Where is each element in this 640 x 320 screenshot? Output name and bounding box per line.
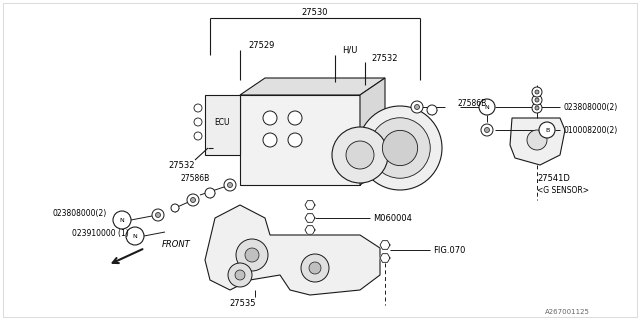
Text: 023808000(2): 023808000(2): [53, 209, 107, 218]
Polygon shape: [205, 95, 240, 155]
Text: A267001125: A267001125: [545, 309, 590, 315]
Circle shape: [288, 111, 302, 125]
Circle shape: [484, 127, 490, 132]
Text: 27586B: 27586B: [457, 99, 486, 108]
Text: N: N: [132, 234, 138, 238]
Text: 023910000 (1): 023910000 (1): [72, 228, 129, 237]
Circle shape: [358, 106, 442, 190]
Circle shape: [245, 248, 259, 262]
Circle shape: [194, 104, 202, 112]
Text: 27530: 27530: [301, 7, 328, 17]
Circle shape: [235, 270, 245, 280]
Circle shape: [263, 111, 277, 125]
Polygon shape: [240, 78, 385, 95]
Polygon shape: [305, 201, 315, 209]
Polygon shape: [510, 118, 565, 165]
Text: 27529: 27529: [249, 41, 275, 50]
Circle shape: [532, 95, 542, 105]
Text: 010008200(2): 010008200(2): [563, 125, 617, 134]
Circle shape: [479, 99, 495, 115]
Text: N: N: [484, 105, 490, 109]
Text: ECU: ECU: [214, 117, 230, 126]
Circle shape: [126, 227, 144, 245]
Circle shape: [113, 211, 131, 229]
Text: M060004: M060004: [373, 213, 412, 222]
Circle shape: [535, 90, 539, 94]
Circle shape: [481, 124, 493, 136]
Polygon shape: [380, 241, 390, 249]
Circle shape: [224, 179, 236, 191]
Circle shape: [535, 106, 539, 110]
Polygon shape: [360, 78, 385, 185]
Polygon shape: [240, 95, 360, 185]
Circle shape: [152, 209, 164, 221]
Text: H/U: H/U: [342, 45, 358, 54]
Circle shape: [228, 263, 252, 287]
Text: 27541D: 27541D: [537, 173, 570, 182]
Text: N: N: [120, 218, 124, 222]
Polygon shape: [380, 254, 390, 262]
Circle shape: [236, 239, 268, 271]
Circle shape: [263, 133, 277, 147]
Circle shape: [370, 118, 430, 178]
Circle shape: [309, 262, 321, 274]
Circle shape: [205, 188, 215, 198]
Circle shape: [191, 197, 195, 203]
Circle shape: [539, 122, 555, 138]
Circle shape: [532, 103, 542, 113]
Circle shape: [535, 98, 539, 102]
Text: FRONT: FRONT: [162, 239, 191, 249]
Circle shape: [171, 204, 179, 212]
Circle shape: [527, 130, 547, 150]
Circle shape: [415, 105, 419, 109]
Circle shape: [346, 141, 374, 169]
Polygon shape: [305, 214, 315, 222]
Circle shape: [194, 118, 202, 126]
Circle shape: [382, 130, 418, 166]
Circle shape: [301, 254, 329, 282]
Circle shape: [227, 182, 232, 188]
Circle shape: [194, 132, 202, 140]
Circle shape: [332, 127, 388, 183]
Text: FIG.070: FIG.070: [433, 245, 465, 254]
Circle shape: [156, 212, 161, 218]
Circle shape: [532, 87, 542, 97]
Text: 27586B: 27586B: [180, 173, 210, 182]
Text: 023808000(2): 023808000(2): [563, 102, 617, 111]
Text: 27532: 27532: [169, 161, 195, 170]
Text: 27535: 27535: [230, 299, 256, 308]
Polygon shape: [205, 205, 380, 295]
Circle shape: [288, 133, 302, 147]
Text: 27532: 27532: [372, 53, 398, 62]
Circle shape: [187, 194, 199, 206]
Text: <G SENSOR>: <G SENSOR>: [537, 186, 589, 195]
Text: B: B: [545, 127, 549, 132]
Polygon shape: [305, 226, 315, 234]
Circle shape: [427, 105, 437, 115]
Circle shape: [411, 101, 423, 113]
